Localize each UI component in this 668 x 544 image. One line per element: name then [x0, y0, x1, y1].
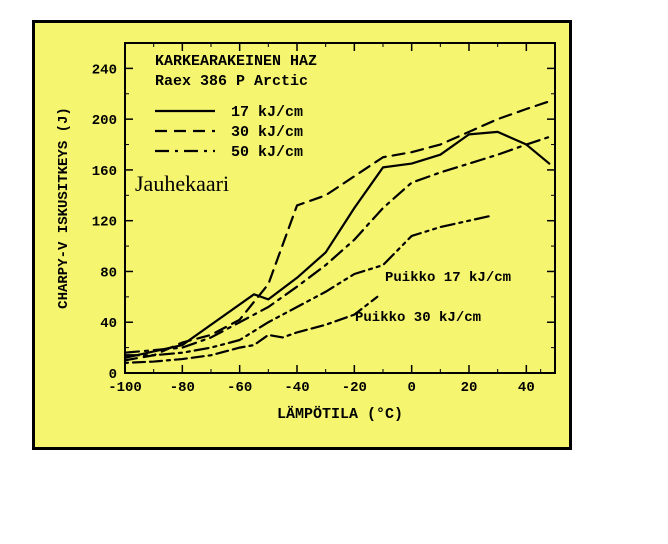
y-tick-label: 200 — [92, 113, 117, 129]
x-tick-label: -60 — [227, 380, 252, 396]
x-tick-label: -20 — [342, 380, 367, 396]
chart-title-line: KARKEARAKEINEN HAZ — [155, 53, 317, 70]
annotation: Puikko 17 kJ/cm — [385, 270, 511, 286]
x-tick-label: 40 — [518, 380, 535, 396]
x-tick-label: 0 — [407, 380, 415, 396]
x-tick-label: -40 — [284, 380, 309, 396]
y-tick-label: 240 — [92, 62, 117, 78]
y-tick-label: 40 — [100, 316, 117, 332]
annotation: Puikko 30 kJ/cm — [355, 310, 481, 326]
y-tick-label: 0 — [109, 367, 117, 383]
legend-label: 30 kJ/cm — [231, 124, 303, 141]
legend-label: 50 kJ/cm — [231, 144, 303, 161]
x-tick-label: -80 — [170, 380, 195, 396]
x-tick-label: 20 — [461, 380, 478, 396]
y-tick-label: 160 — [92, 164, 117, 180]
legend-label: 17 kJ/cm — [231, 104, 303, 121]
y-tick-label: 80 — [100, 265, 117, 281]
x-axis-label: LÄMPÖTILA (°C) — [277, 406, 403, 423]
plot-area — [125, 43, 555, 373]
y-tick-label: 120 — [92, 215, 117, 231]
chart-frame: -100-80-60-40-200204004080120160200240LÄ… — [32, 20, 572, 450]
series-line — [125, 132, 549, 358]
chart-svg: -100-80-60-40-200204004080120160200240LÄ… — [35, 23, 569, 447]
legend-extra-label: Jauhekaari — [135, 171, 229, 196]
chart-title-line: Raex 386 P Arctic — [155, 73, 308, 90]
y-axis-label: CHARPY-V ISKUSITKEYS (J) — [56, 107, 72, 309]
